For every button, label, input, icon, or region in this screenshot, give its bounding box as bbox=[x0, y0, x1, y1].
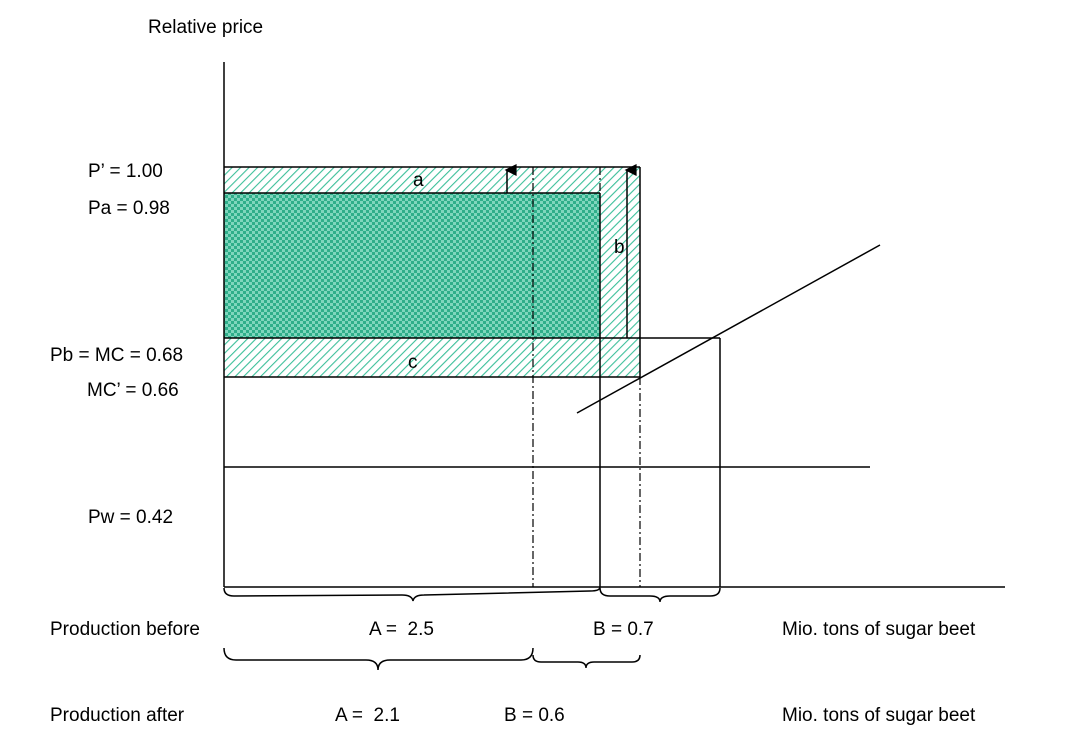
area-c bbox=[224, 338, 640, 377]
area-label: a bbox=[413, 170, 424, 191]
area-label: c bbox=[408, 352, 418, 373]
quantity-label: B = 0.6 bbox=[504, 705, 565, 726]
brace bbox=[599, 587, 721, 603]
row-label: Production before bbox=[50, 619, 200, 640]
price-label: Pa = 0.98 bbox=[88, 198, 170, 219]
areas bbox=[224, 167, 640, 377]
area-b bbox=[600, 193, 640, 338]
quantity-label: A = 2.5 bbox=[369, 619, 434, 640]
brace bbox=[223, 647, 534, 671]
unit-label: Mio. tons of sugar beet bbox=[782, 619, 976, 640]
lines bbox=[223, 62, 1005, 671]
area-label: b bbox=[614, 237, 625, 258]
unit-label: Mio. tons of sugar beet bbox=[782, 705, 976, 726]
brace bbox=[223, 586, 601, 602]
axis-label: Relative price bbox=[148, 17, 263, 38]
quantity-label: B = 0.7 bbox=[593, 619, 654, 640]
price-label: Pb = MC = 0.68 bbox=[50, 345, 183, 366]
price-label: P’ = 1.00 bbox=[88, 161, 163, 182]
price-label: Pw = 0.42 bbox=[88, 507, 173, 528]
row-label: Production after bbox=[50, 705, 185, 726]
area-rent bbox=[224, 193, 600, 338]
quantity-label: A = 2.1 bbox=[335, 705, 400, 726]
price-label: MC’ = 0.66 bbox=[87, 380, 179, 401]
supply-curve bbox=[576, 244, 881, 414]
brace bbox=[532, 654, 641, 669]
area-a bbox=[224, 167, 640, 193]
